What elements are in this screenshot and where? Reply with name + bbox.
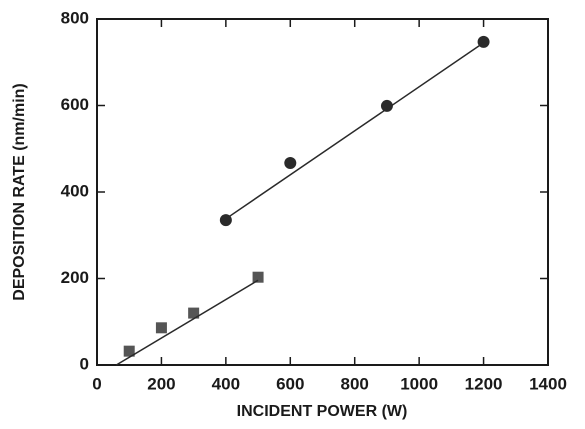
data-point [284,157,297,170]
data-point [380,99,393,112]
x-tick-label: 1200 [465,374,503,393]
data-point [252,271,264,283]
x-tick-label: 1400 [529,374,567,393]
x-tick-label: 200 [147,374,175,393]
data-point [188,307,200,319]
y-axis-title: DEPOSITION RATE (nm/min) [11,83,28,300]
fit-line [115,279,259,366]
y-tick-label: 600 [61,95,89,114]
x-tick-label: 600 [276,374,304,393]
y-tick-label: 200 [61,268,89,287]
x-tick-label: 0 [92,374,101,393]
fit-line [225,42,484,220]
x-tick-label: 400 [212,374,240,393]
data-point [123,345,135,357]
y-tick-label: 800 [61,8,89,27]
y-tick-label: 0 [80,354,89,373]
x-tick-label: 800 [341,374,369,393]
x-tick-label: 1000 [400,374,438,393]
plot-frame [96,18,549,366]
x-axis-title: INCIDENT POWER (W) [237,403,408,420]
y-tick-label: 400 [61,181,89,200]
data-point [155,322,167,334]
